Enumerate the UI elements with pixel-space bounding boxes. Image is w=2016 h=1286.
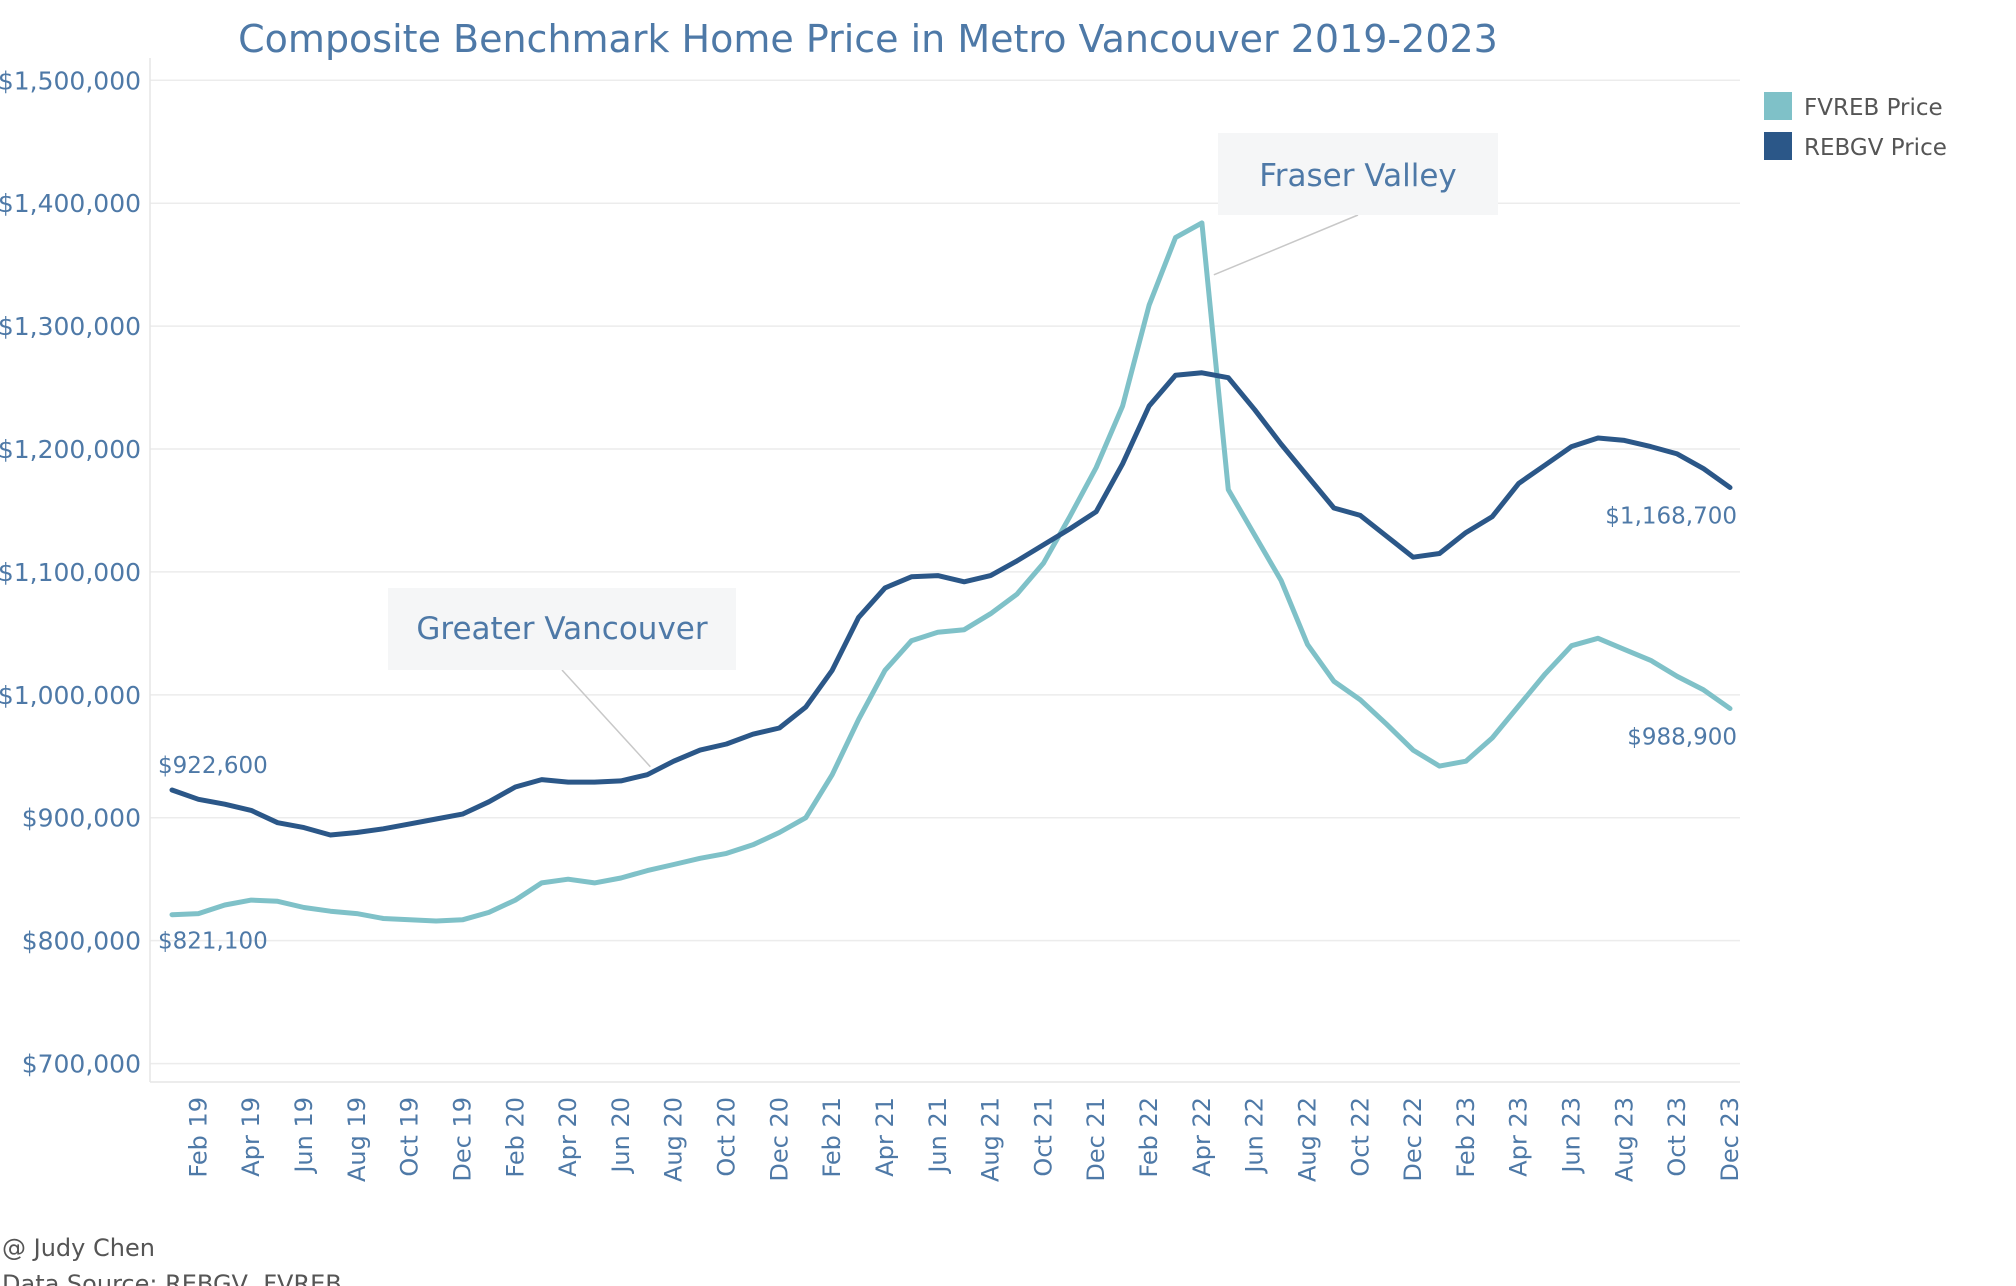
callout-pointer-fraser-valley — [1213, 214, 1359, 276]
axes: $700,000 $800,000 $900,000 $1,000,000 $1,100… — [0, 58, 1744, 1182]
x-tick-label: Dec 23 — [1716, 1097, 1744, 1182]
x-tick-label: Oct 20 — [713, 1097, 741, 1177]
x-tick-label: Apr 21 — [871, 1097, 899, 1177]
x-tick-label: Dec 22 — [1399, 1097, 1427, 1182]
x-tick-label: Feb 23 — [1452, 1097, 1480, 1178]
x-tick-label: Aug 23 — [1610, 1097, 1638, 1182]
legend: FVREB Price REBGV Price — [1764, 92, 1947, 161]
y-tick-label: $700,000 — [22, 1050, 141, 1079]
x-tick-label: Oct 23 — [1663, 1097, 1691, 1177]
value-label-rebgv-price-end: $1,168,700 — [1605, 503, 1737, 529]
x-tick-label: Jun 21 — [924, 1097, 952, 1175]
y-tick-label: $1,500,000 — [0, 66, 141, 95]
y-tick-label: $1,100,000 — [0, 558, 141, 587]
chart-title: Composite Benchmark Home Price in Metro … — [238, 17, 1498, 61]
y-tick-label: $1,300,000 — [0, 312, 141, 341]
x-tick-label: Feb 22 — [1135, 1097, 1163, 1178]
callout-box-fraser-valley — [1218, 133, 1498, 215]
callout-pointer-greater-vancouver — [561, 669, 651, 768]
x-tick-label: Feb 21 — [818, 1097, 846, 1178]
y-tick-label: $1,000,000 — [0, 681, 141, 710]
legend-label-rebgv-price: REBGV Price — [1804, 135, 1947, 161]
x-tick-label: Feb 19 — [184, 1097, 212, 1178]
x-tick-label: Apr 23 — [1505, 1097, 1533, 1177]
x-tick-label: Dec 20 — [765, 1097, 793, 1182]
x-tick-label: Aug 19 — [343, 1097, 371, 1182]
callout-label-fraser-valley: Fraser Valley — [1259, 158, 1457, 194]
x-tick-label: Feb 20 — [501, 1097, 529, 1178]
author-credit: @ Judy Chen — [2, 1234, 155, 1262]
x-tick-label: Aug 20 — [660, 1097, 688, 1182]
x-tick-label: Dec 21 — [1082, 1097, 1110, 1182]
value-label-fvreb-price-end: $988,900 — [1627, 724, 1737, 750]
x-tick-label: Aug 21 — [977, 1097, 1005, 1182]
x-tick-label: Apr 20 — [554, 1097, 582, 1177]
value-label-rebgv-price-start: $922,600 — [158, 753, 268, 779]
value-label-fvreb-price-start: $821,100 — [158, 929, 268, 955]
data-source: Data Source: REBGV, FVREB — [2, 1270, 342, 1286]
series-line-rebgv-price — [169, 370, 1733, 838]
legend-swatch-rebgv-price — [1764, 132, 1792, 160]
y-tick-label: $1,200,000 — [0, 435, 141, 464]
legend-label-fvreb-price: FVREB Price — [1804, 95, 1943, 121]
x-tick-label: Oct 19 — [396, 1097, 424, 1177]
x-tick-label: Jun 23 — [1558, 1097, 1586, 1175]
x-tick-label: Apr 19 — [237, 1097, 265, 1177]
y-tick-label: $1,400,000 — [0, 189, 141, 218]
x-tick-label: Oct 22 — [1346, 1097, 1374, 1177]
y-tick-label: $900,000 — [22, 804, 141, 833]
series-lines — [169, 220, 1733, 924]
gridlines — [150, 79, 1740, 1065]
callout-label-greater-vancouver: Greater Vancouver — [416, 611, 708, 647]
x-tick-label: Apr 22 — [1188, 1097, 1216, 1177]
value-labels: $922,600 $821,100 $1,168,700 $988,900 — [158, 503, 1737, 954]
callouts: Greater Vancouver Fraser Valley — [388, 133, 1498, 768]
x-tick-label: Oct 21 — [1029, 1097, 1057, 1177]
x-tick-label: Jun 22 — [1241, 1097, 1269, 1175]
callout-box-greater-vancouver — [388, 588, 736, 670]
x-tick-label: Dec 19 — [448, 1097, 476, 1182]
x-tick-label: Aug 22 — [1293, 1097, 1321, 1182]
series-line-fvreb-price — [169, 220, 1733, 924]
x-tick-label: Jun 20 — [607, 1097, 635, 1175]
legend-swatch-fvreb-price — [1764, 92, 1792, 120]
x-tick-label: Jun 19 — [290, 1097, 318, 1175]
y-tick-label: $800,000 — [22, 927, 141, 956]
